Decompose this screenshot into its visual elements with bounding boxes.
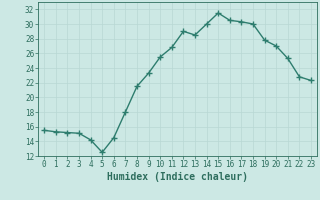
X-axis label: Humidex (Indice chaleur): Humidex (Indice chaleur): [107, 172, 248, 182]
